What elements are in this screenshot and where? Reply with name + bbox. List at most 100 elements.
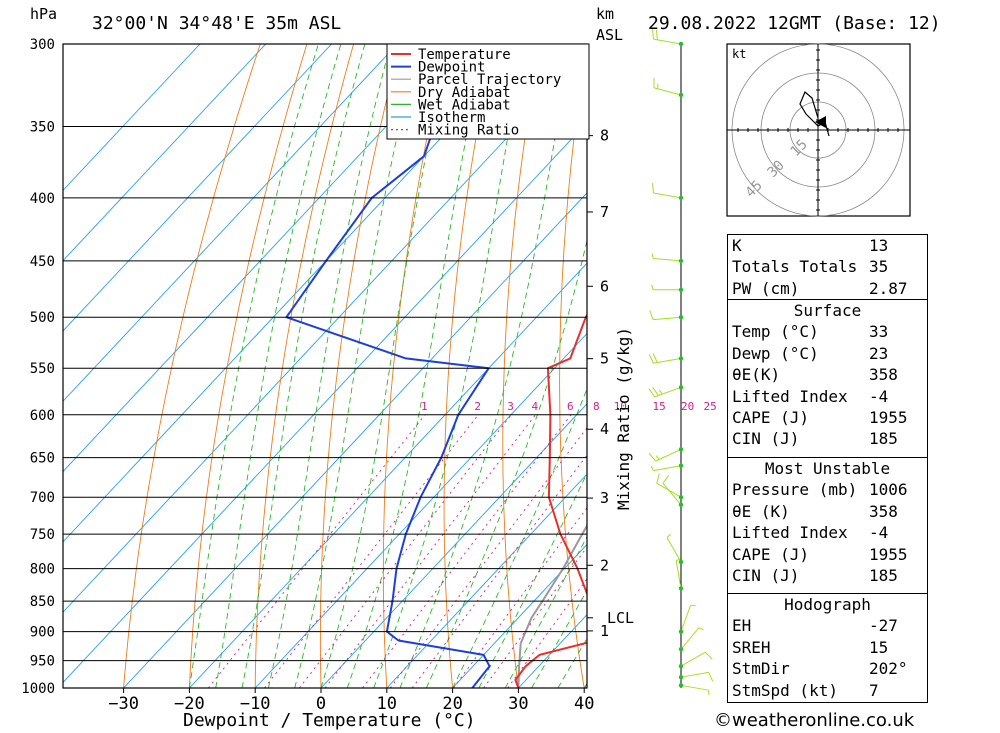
- dry-adiabat: [382, 44, 448, 688]
- wind-barb-flag: [698, 627, 704, 631]
- legend-entry: Wet Adiabat: [418, 97, 511, 113]
- asl-label: ASL: [596, 26, 623, 44]
- hodo-index-row: SREH 15: [728, 637, 927, 658]
- pressure-tick-label: 500: [30, 310, 55, 326]
- isotherm-line: [63, 51, 587, 613]
- indices-general-box: K 13 Totals Totals 35 PW (cm) 2.87: [727, 234, 928, 300]
- unstable-index-row: θE (K) 358: [728, 501, 927, 522]
- isotherm-line: [63, 44, 267, 262]
- x-tick-label: −30: [108, 694, 139, 714]
- wind-barb-flag: [655, 455, 660, 460]
- wind-barb-flag: [652, 183, 654, 194]
- surface-index-value: 23: [869, 343, 889, 363]
- hodo-index-value: 202°: [869, 659, 908, 679]
- unstable-index-label: Pressure (mb): [732, 480, 858, 500]
- mixing-ratio-label: 4: [532, 400, 539, 413]
- unstable-index-label: CAPE (J): [732, 544, 810, 564]
- wind-barb-flag: [656, 473, 660, 484]
- dewpoint-line: [285, 44, 491, 688]
- wind-barb: [680, 684, 709, 691]
- mixing-ratio-label: 8: [593, 400, 600, 413]
- wind-barb-flag: [658, 389, 663, 395]
- index-value: 2.87: [869, 278, 908, 298]
- pressure-tick-label: 650: [30, 451, 55, 467]
- surface-index-value: 1955: [869, 407, 908, 427]
- wind-barb: [653, 257, 682, 262]
- wind-barb-flag: [650, 465, 654, 471]
- mixing-ratio-label: 15: [653, 400, 666, 413]
- unstable-index-row: Lifted Index -4: [728, 522, 927, 543]
- wind-barb: [655, 448, 682, 462]
- index-value: 35: [869, 257, 889, 277]
- isotherm-line: [452, 543, 587, 688]
- indices-hodograph-box: Hodograph EH -27 SREH 15 StmDir 202° StmSpd (k…: [727, 593, 928, 703]
- wind-level-dot: [678, 356, 684, 361]
- pressure-tick-label: 850: [30, 594, 55, 610]
- wind-barb: [653, 316, 682, 321]
- wind-level-dot: [678, 586, 684, 591]
- isotherm-line: [320, 403, 587, 688]
- wind-barb-flag: [675, 558, 681, 562]
- dry-adiabat: [668, 26, 722, 714]
- unstable-index-row: CIN (J) 185: [728, 565, 927, 586]
- wind-barb: [653, 192, 682, 199]
- wind-barb-flag: [648, 388, 656, 398]
- axis-labels: 1 2 3 4 6 8 10 15 20 2530035040045050055060065070…: [21, 37, 716, 714]
- legend-entry: Temperature: [418, 47, 511, 63]
- hodo-index-row: StmSpd (kt) 7: [728, 680, 927, 701]
- pressure-tick-label: 800: [30, 562, 55, 578]
- pressure-tick-label: 700: [30, 490, 55, 506]
- unstable-index-row: Pressure (mb) 1006: [728, 479, 927, 500]
- background-lines: [63, 26, 722, 714]
- isotherm-line: [63, 44, 530, 543]
- wind-barb-flag: [708, 672, 714, 682]
- wind-barb-flag: [649, 310, 654, 320]
- isotherm-line: [63, 44, 201, 192]
- unstable-index-row: CAPE (J) 1955: [728, 544, 927, 565]
- isotherm-line: [63, 121, 587, 684]
- pressure-tick-label: 550: [30, 361, 55, 377]
- hodo-index-value: -27: [869, 616, 898, 636]
- surface-index-row: CIN (J) 185: [728, 428, 927, 449]
- index-label: Totals Totals: [732, 257, 858, 277]
- pressure-tick-label: 750: [30, 527, 55, 543]
- wind-level-dot: [678, 315, 684, 320]
- x-tick-label: 40: [574, 694, 594, 714]
- wind-barb-flag: [652, 387, 659, 396]
- hodograph-unit-label: kt: [732, 47, 746, 61]
- km-tick-label: 6: [600, 277, 609, 295]
- surface-index-label: θE(K): [732, 365, 781, 385]
- mixing-ratio-line: [507, 578, 587, 688]
- unstable-index-value: 1955: [869, 544, 908, 564]
- surface-index-label: Dewp (°C): [732, 343, 819, 363]
- wind-level-dot: [678, 674, 684, 680]
- plot-frame: [62, 43, 588, 689]
- x-axis-label: Dewpoint / Temperature (°C): [183, 710, 476, 731]
- parcel-trajectory-line: [517, 523, 587, 688]
- wet-adiabat: [399, 44, 573, 688]
- legend-entry: Isotherm: [418, 110, 485, 126]
- wind-level-dot: [678, 559, 684, 565]
- pressure-tick-label: 600: [30, 408, 55, 424]
- dry-adiabat: [319, 44, 401, 688]
- indices-surface-box: Surface Temp (°C) 33 Dewp (°C) 23 θE(K) 358 Li…: [727, 299, 928, 458]
- wind-level-dot: [678, 195, 684, 201]
- index-label: PW (cm): [732, 278, 800, 298]
- isotherm-line: [123, 192, 587, 688]
- unstable-index-label: CIN (J): [732, 565, 800, 585]
- hpa-label: hPa: [30, 5, 57, 23]
- wind-barb-flag: [651, 284, 654, 290]
- isotherm-line: [63, 44, 398, 402]
- mixing-ratio-axis-label: Mixing Ratio (g/kg): [614, 327, 633, 510]
- wet-adiabat: [346, 44, 486, 688]
- wind-barb-flag: [648, 453, 657, 462]
- surface-index-label: CAPE (J): [732, 407, 810, 427]
- wind-level-dot: [678, 502, 684, 508]
- wind-barb: [653, 465, 682, 472]
- unstable-index-value: 358: [869, 501, 898, 521]
- credit-link[interactable]: ©weatheronline.co.uk: [714, 710, 915, 731]
- dry-adiabat: [188, 44, 308, 688]
- wind-level-dot: [678, 663, 684, 669]
- surface-index-label: CIN (J): [732, 429, 800, 449]
